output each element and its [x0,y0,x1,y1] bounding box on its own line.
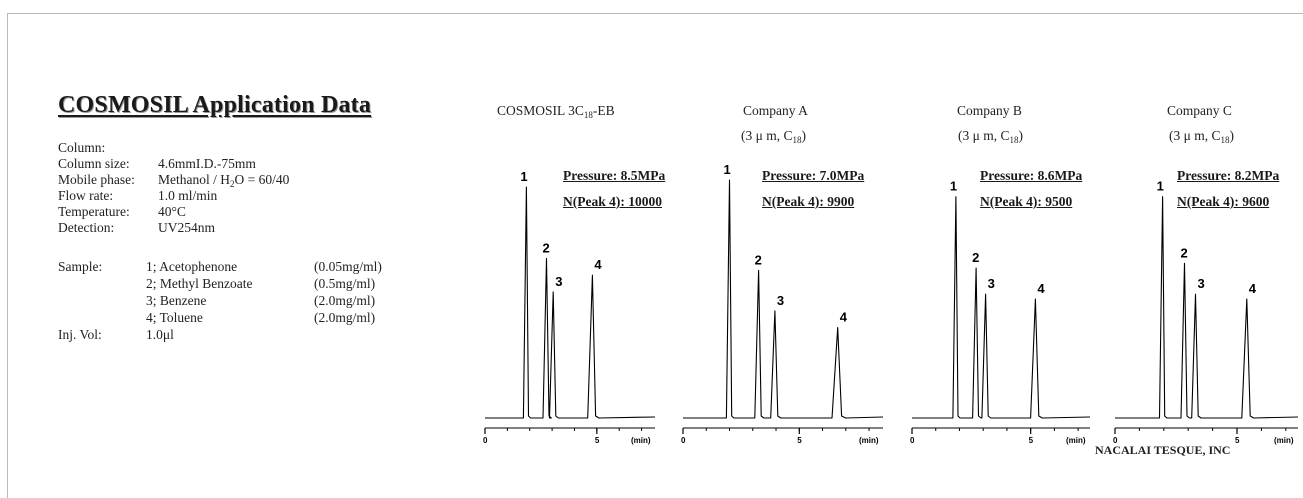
condition-label: Flow rate: [58,188,114,203]
injection-label: Inj. Vol: [58,327,102,342]
pressure-label-company-a: Pressure: 7.0MPa [762,168,865,183]
x-tick-label: 5 [595,436,600,445]
condition-value: 40°C [158,204,186,219]
peak-label: 1 [1157,179,1164,194]
peak-label: 4 [1249,281,1257,296]
plates-label-company-a: N(Peak 4): 9900 [762,194,855,209]
chromatogram-trace [683,179,884,419]
sample-name: 4; Toluene [146,310,203,325]
sample-concentration: (0.05mg/ml) [314,259,382,274]
plates-label-company-c: N(Peak 4): 9600 [1177,194,1270,209]
sample-concentration: (2.0mg/ml) [314,310,376,325]
x-axis-label: (min) [631,436,651,445]
peak-label: 1 [724,162,731,177]
chromatogram-trace [1115,196,1299,419]
condition-value: UV254nm [158,220,215,235]
condition-label: Detection: [58,220,115,235]
peak-label: 3 [555,274,562,289]
chromatogram-trace [912,196,1091,419]
page-frame [7,13,1303,498]
company-footer: NACALAI TESQUE, INC [1095,443,1231,457]
pressure-label-company-c: Pressure: 8.2MPa [1177,168,1280,183]
panel-title-text: COSMOSIL 3C [497,103,584,118]
plates-label-cosmosil: N(Peak 4): 10000 [563,194,662,209]
chromatogram-trace [485,186,656,419]
x-axis-label: (min) [1274,436,1294,445]
panel-title-company-a: Company A [743,103,808,118]
sample-concentration: (2.0mg/ml) [314,293,376,308]
peak-label: 2 [1181,245,1188,260]
injection-row: Inj. Vol: 1.0μl [58,327,174,343]
panel-title-suffix: -EB [592,103,615,118]
peak-label: 2 [755,252,762,267]
sample-name: 1; Acetophenone [146,259,238,274]
condition-value: Methanol / H2O = 60/40 [158,172,290,189]
column-spec-company-b: (3 μ m, C18) [958,128,1023,145]
peak-label: 4 [594,257,602,272]
condition-value: 4.6mmI.D.-75mm [158,156,256,171]
panel-title-subscript: 18 [583,110,593,120]
injection-value: 1.0μl [146,327,174,342]
plates-label-company-b: N(Peak 4): 9500 [980,194,1073,209]
peak-label: 1 [520,169,527,184]
peak-label: 3 [1198,276,1205,291]
x-tick-label: 0 [483,436,488,445]
condition-value: 1.0 ml/min [158,188,218,203]
peak-label: 2 [543,241,550,256]
chromatogram-company-b: 1 23 4 0 5 (min) [910,179,1091,445]
x-axis-label: (min) [859,436,879,445]
panel-title-company-b: Company B [957,103,1022,118]
condition-label: Column: [58,140,106,155]
x-axis-label: (min) [1066,436,1086,445]
pressure-label-cosmosil: Pressure: 8.5MPa [563,168,666,183]
peak-label: 4 [840,310,848,325]
x-tick-label: 0 [1113,436,1118,445]
peak-label: 3 [988,276,995,291]
peak-label: 1 [950,179,957,194]
sample-label: Sample: [58,259,103,274]
peak-label: 2 [972,250,979,265]
panel-title-company-c: Company C [1167,103,1232,118]
x-tick-label: 5 [1235,436,1240,445]
sample-name: 2; Methyl Benzoate [146,276,253,291]
condition-label: Mobile phase: [58,172,135,187]
chromatogram-cosmosil: 1 2 3 4 0 5 (min) [483,169,656,445]
condition-label: Temperature: [58,204,130,219]
peak-label: 4 [1037,281,1045,296]
column-spec-company-c: (3 μ m, C18) [1169,128,1234,145]
sample-concentration: (0.5mg/ml) [314,276,376,291]
x-tick-label: 5 [1029,436,1034,445]
column-spec-company-a: (3 μ m, C18) [741,128,806,145]
x-tick-label: 0 [910,436,915,445]
condition-label: Column size: [58,156,130,171]
peak-label: 3 [777,293,784,308]
page-title: COSMOSIL Application Data [58,92,372,118]
chromatogram-company-c: 1 2 3 4 0 5 (min) [1113,179,1299,445]
x-tick-label: 5 [797,436,802,445]
panel-title-cosmosil: COSMOSIL 3C18-EB [497,103,615,120]
chromatogram-company-a: 1 2 3 4 0 5 (min) [681,162,884,445]
pressure-label-company-b: Pressure: 8.6MPa [980,168,1083,183]
x-tick-label: 0 [681,436,686,445]
sample-name: 3; Benzene [146,293,207,308]
